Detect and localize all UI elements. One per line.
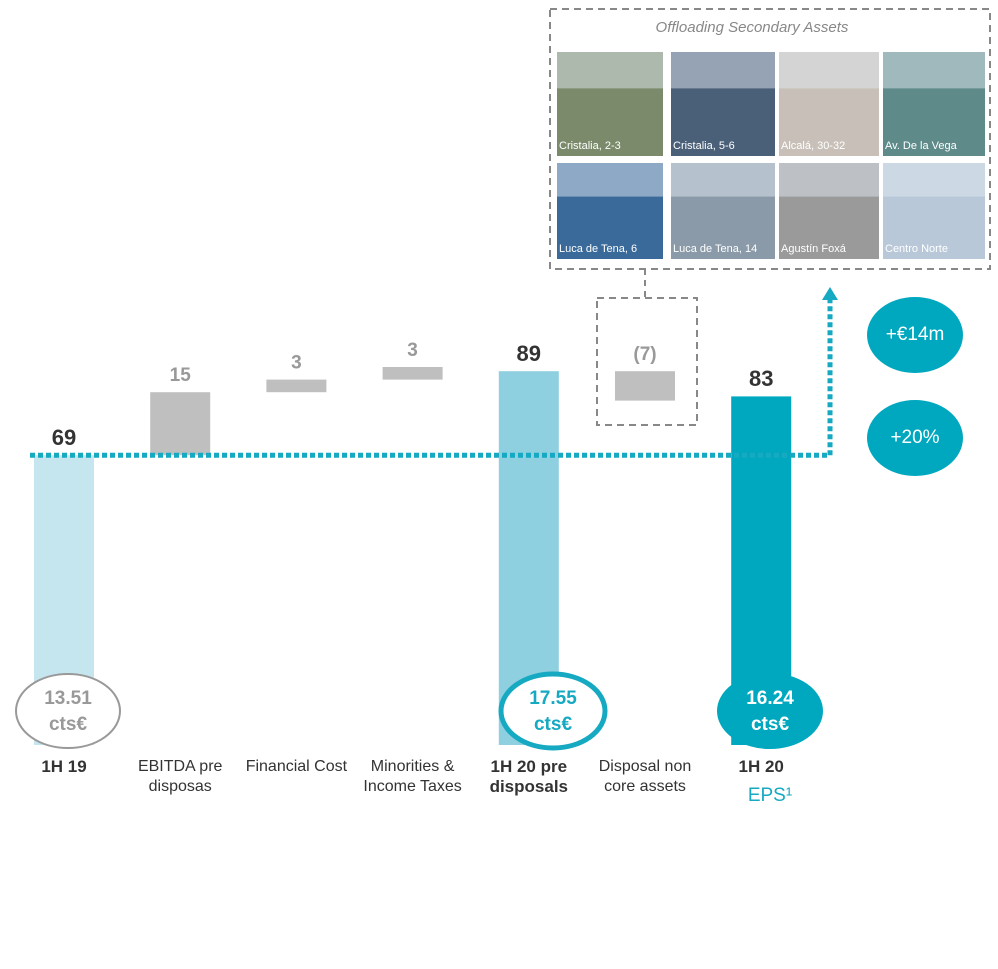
category-label: 1H 19 bbox=[41, 757, 87, 776]
value-label: 15 bbox=[170, 365, 192, 386]
category-label: Disposal non core assets bbox=[598, 758, 692, 795]
bar bbox=[615, 371, 675, 401]
value-label: 83 bbox=[749, 366, 773, 391]
eps-circle bbox=[498, 671, 608, 751]
badge bbox=[867, 400, 963, 476]
category-label: 1H 20 bbox=[738, 757, 784, 776]
eps-circle bbox=[717, 673, 823, 749]
bar bbox=[150, 392, 211, 456]
photo-sky bbox=[671, 52, 775, 89]
category-label: EBITDA pre disposas bbox=[137, 758, 223, 795]
eps-circle bbox=[15, 673, 121, 749]
value-label: 3 bbox=[291, 353, 302, 374]
eps-label: EPS¹ bbox=[748, 785, 792, 806]
photo-label: Cristalia, 2-3 bbox=[559, 140, 621, 152]
photo-sky bbox=[779, 52, 879, 89]
photo-sky bbox=[883, 163, 985, 197]
badge-label: +€14m bbox=[886, 324, 945, 345]
category-label: Minorities & Income Taxes bbox=[363, 758, 462, 795]
photo-sky bbox=[671, 163, 775, 197]
arrow-head bbox=[822, 287, 838, 300]
photo-label: Av. De la Vega bbox=[885, 140, 958, 152]
highlight-frame bbox=[596, 297, 698, 426]
category-label: Financial Cost bbox=[245, 758, 348, 775]
reference-line bbox=[30, 300, 833, 458]
eps-unit: cts€ bbox=[49, 714, 87, 735]
value-label: (7) bbox=[633, 344, 656, 365]
value-label: 3 bbox=[407, 340, 418, 361]
bar bbox=[266, 379, 327, 393]
eps-value: 16.24 bbox=[746, 688, 794, 709]
inset-title: Offloading Secondary Assets bbox=[656, 19, 849, 36]
bar bbox=[382, 367, 443, 380]
badge bbox=[867, 297, 963, 373]
photo-sky bbox=[557, 163, 663, 197]
category-label: 1H 20 pre disposals bbox=[489, 757, 568, 796]
photo-label: Centro Norte bbox=[885, 243, 948, 255]
eps-value: 13.51 bbox=[44, 688, 92, 709]
photo-label: Luca de Tena, 6 bbox=[559, 243, 637, 255]
badge-label: +20% bbox=[890, 427, 939, 448]
eps-value: 17.55 bbox=[529, 688, 577, 709]
photo-sky bbox=[779, 163, 879, 197]
photo-label: Cristalia, 5-6 bbox=[673, 140, 735, 152]
photo-label: Alcalá, 30-32 bbox=[781, 140, 845, 152]
value-label: 89 bbox=[517, 341, 541, 366]
eps-unit: cts€ bbox=[751, 714, 789, 735]
photo-label: Agustín Foxá bbox=[781, 243, 847, 255]
value-label: 69 bbox=[52, 425, 76, 450]
photo-sky bbox=[883, 52, 985, 89]
photo-sky bbox=[557, 52, 663, 89]
photo-label: Luca de Tena, 14 bbox=[673, 243, 757, 255]
eps-unit: cts€ bbox=[534, 714, 572, 735]
inset-frame bbox=[549, 8, 991, 270]
